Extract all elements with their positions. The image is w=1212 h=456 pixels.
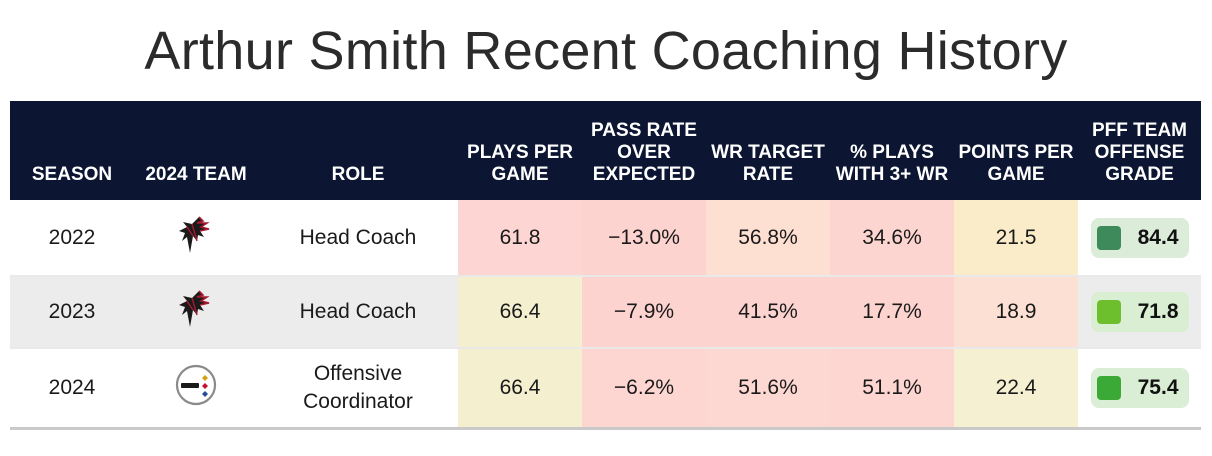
coaching-history-table: SEASON 2024 TEAM ROLE PLAYS PER GAME PAS…: [10, 101, 1201, 430]
points-per-game-cell: 18.9: [954, 276, 1078, 349]
offense-grade-value: 71.8: [1137, 300, 1179, 323]
steelers-logo-icon: [174, 363, 218, 413]
team-cell: [134, 200, 258, 277]
header-pass-rate-over-expected: PASS RATE OVER EXPECTED: [582, 101, 706, 200]
grade-pill: 71.8: [1090, 292, 1189, 332]
header-plays-per-game: PLAYS PER GAME: [458, 101, 582, 200]
grade-color-square: [1096, 300, 1121, 324]
proe-cell: −13.0%: [582, 200, 706, 277]
grade-pill: 84.4: [1090, 217, 1189, 258]
offense-grade-cell: 71.8: [1078, 276, 1201, 349]
offense-grade-value: 84.4: [1137, 225, 1179, 249]
role-cell: Head Coach: [258, 276, 458, 349]
header-season: SEASON: [10, 101, 134, 200]
wr-target-rate-cell: 51.6%: [706, 348, 830, 430]
header-pct-plays-3wr: % PLAYS WITH 3+ WR: [830, 101, 954, 200]
proe-cell: −7.9%: [582, 276, 706, 349]
season-cell: 2022: [10, 200, 134, 277]
header-team: 2024 TEAM: [134, 101, 258, 200]
points-per-game-cell: 21.5: [954, 200, 1078, 277]
plays-per-game-cell: 66.4: [458, 348, 582, 430]
pct-3wr-cell: 51.1%: [830, 348, 954, 430]
proe-cell: −6.2%: [582, 348, 706, 430]
offense-grade-cell: 84.4: [1078, 200, 1201, 277]
pct-3wr-cell: 17.7%: [830, 276, 954, 349]
role-text: Head Coach: [299, 225, 417, 249]
wr-target-rate-cell: 56.8%: [706, 200, 830, 277]
role-cell: Head Coach: [258, 200, 458, 277]
table-row: 2024 Offensive Coordinator 66.4 −6.2% 51…: [10, 348, 1201, 430]
header-offense-grade: PFF TEAM OFFENSE GRADE: [1078, 101, 1201, 200]
header-role: ROLE: [258, 101, 458, 200]
role-text: Offensive Coordinator: [303, 361, 413, 413]
pct-3wr-cell: 34.6%: [830, 200, 954, 277]
falcons-logo-icon: [173, 289, 219, 335]
header-wr-target-rate: WR TARGET RATE: [706, 101, 830, 200]
table-row: 2023 Head Coach 66.4 −7.9% 41.5% 17.7% 1…: [10, 276, 1201, 349]
team-cell: [134, 276, 258, 349]
falcons-logo-icon: [173, 215, 219, 261]
header-row: SEASON 2024 TEAM ROLE PLAYS PER GAME PAS…: [10, 101, 1201, 200]
season-cell: 2024: [10, 348, 134, 430]
role-text: Head Coach: [299, 300, 417, 323]
plays-per-game-cell: 66.4: [458, 276, 582, 349]
wr-target-rate-cell: 41.5%: [706, 276, 830, 349]
team-cell: [134, 348, 258, 430]
page-title: Arthur Smith Recent Coaching History: [144, 21, 1068, 81]
grade-color-square: [1096, 375, 1121, 400]
role-cell: Offensive Coordinator: [258, 348, 458, 430]
points-per-game-cell: 22.4: [954, 348, 1078, 430]
grade-color-square: [1096, 225, 1121, 250]
season-cell: 2023: [10, 276, 134, 349]
grade-pill: 75.4: [1090, 367, 1189, 408]
offense-grade-cell: 75.4: [1078, 348, 1201, 430]
plays-per-game-cell: 61.8: [458, 200, 582, 277]
offense-grade-value: 75.4: [1137, 375, 1179, 399]
header-points-per-game: POINTS PER GAME: [954, 101, 1078, 200]
table-row: 2022 Head Coach 61.8 −13.0% 56.8% 34.6% …: [10, 200, 1201, 277]
